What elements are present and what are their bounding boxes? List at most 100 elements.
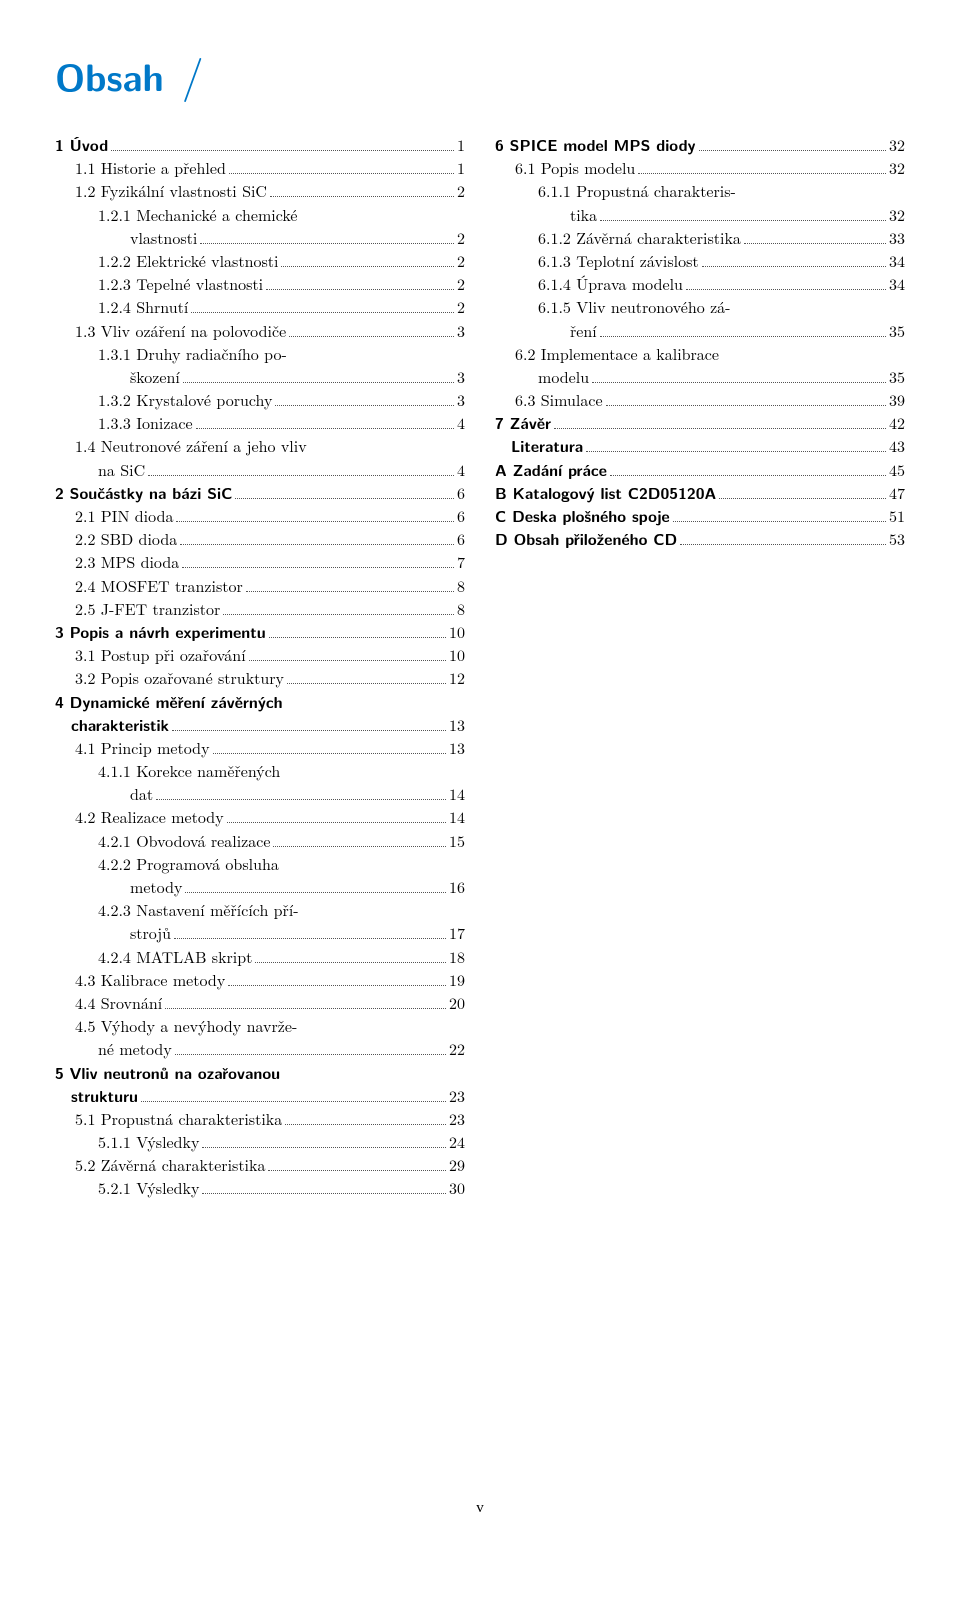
toc-leader-dots <box>281 255 454 267</box>
toc-page: 47 <box>889 481 905 504</box>
toc-entry: 6.2 Implementace a kalibrace <box>495 342 905 365</box>
toc-entry: A Zadání práce45 <box>495 458 905 481</box>
toc-text: 1.2.4 Shrnutí <box>98 295 188 318</box>
toc-entry: 6.3 Simulace39 <box>495 388 905 411</box>
toc-leader-dots <box>600 208 886 220</box>
toc-text: Literatura <box>511 434 583 457</box>
toc-page: 10 <box>449 643 465 666</box>
toc-text: 1.4 Neutronové záření a jeho vliv <box>75 434 307 457</box>
toc-text: 1.2.1 Mechanické a chemické <box>98 203 298 226</box>
toc-text: 2.5 J-FET tranzistor <box>75 597 220 620</box>
toc-text: 5.2.1 Výsledky <box>98 1176 199 1199</box>
toc-page: 14 <box>449 782 465 805</box>
toc-text: 2.1 PIN dioda <box>75 504 173 527</box>
toc-page: 39 <box>889 388 905 411</box>
toc-leader-dots <box>246 579 454 591</box>
toc-leader-dots <box>228 974 446 986</box>
toc-text: 4.2.1 Obvodová realizace <box>98 829 270 852</box>
toc-page: 3 <box>457 365 465 388</box>
toc-leader-dots <box>156 788 446 800</box>
toc-text: 5.1 Propustná charakteristika <box>75 1107 282 1130</box>
toc-entry: 4.5 Výhody a nevýhody navrže- <box>55 1014 465 1037</box>
toc-text: 5.1.1 Výsledky <box>98 1130 199 1153</box>
toc-text: 1 Úvod <box>55 133 108 156</box>
toc-page: 4 <box>457 411 465 434</box>
toc-entry: 4.1.1 Korekce naměřených <box>55 759 465 782</box>
toc-leader-dots <box>699 139 886 151</box>
toc-text: 4.1.1 Korekce naměřených <box>98 759 280 782</box>
toc-page: 8 <box>457 574 465 597</box>
toc-text: né metody <box>98 1037 172 1060</box>
toc-text: 1.3.2 Krystalové poruchy <box>98 388 272 411</box>
toc-leader-dots <box>268 1159 446 1171</box>
toc-text: 3.1 Postup při ozařování <box>75 643 246 666</box>
toc-page: 3 <box>457 319 465 342</box>
toc-leader-dots <box>273 834 446 846</box>
toc-column-right: 6 SPICE model MPS diody326.1 Popis model… <box>495 133 905 1200</box>
toc-text: škození <box>130 365 180 388</box>
toc-text: 1.2 Fyzikální vlastnosti SiC <box>75 179 267 202</box>
toc-columns: 1 Úvod11.1 Historie a přehled11.2 Fyziká… <box>55 133 905 1200</box>
toc-text: 2.3 MPS dioda <box>75 550 179 573</box>
toc-column-left: 1 Úvod11.1 Historie a přehled11.2 Fyziká… <box>55 133 465 1200</box>
toc-page: 2 <box>457 272 465 295</box>
toc-entry: 4 Dynamické měření závěrných <box>55 690 465 713</box>
toc-page: 4 <box>457 458 465 481</box>
toc-entry: vlastnosti2 <box>55 226 465 249</box>
toc-text: 4 Dynamické měření závěrných <box>55 690 283 713</box>
toc-text: 2.2 SBD dioda <box>75 527 177 550</box>
toc-leader-dots <box>111 139 454 151</box>
toc-page: 23 <box>449 1107 465 1130</box>
toc-leader-dots <box>270 185 454 197</box>
toc-text: charakteristik <box>71 713 169 736</box>
toc-entry: dat14 <box>55 782 465 805</box>
toc-leader-dots <box>223 603 454 615</box>
toc-page: 35 <box>889 365 905 388</box>
toc-text: 4.3 Kalibrace metody <box>75 968 225 991</box>
toc-text: 2 Součástky na bázi SiC <box>55 481 232 504</box>
toc-text: 1.3 Vliv ozáření na polovodiče <box>75 319 286 342</box>
title-slash: / <box>182 40 204 105</box>
toc-page: 51 <box>889 504 905 527</box>
toc-entry: 4.2.1 Obvodová realizace15 <box>55 829 465 852</box>
toc-entry: metody16 <box>55 875 465 898</box>
toc-entry: 1.3.2 Krystalové poruchy3 <box>55 388 465 411</box>
toc-text: 4.2.2 Programová obsluha <box>98 852 279 875</box>
toc-entry: né metody22 <box>55 1037 465 1060</box>
toc-text: 4.2.4 MATLAB skript <box>98 945 252 968</box>
toc-entry: Literatura43 <box>495 434 905 457</box>
toc-leader-dots <box>182 556 454 568</box>
toc-leader-dots <box>148 463 454 475</box>
toc-page: 2 <box>457 179 465 202</box>
toc-leader-dots <box>269 626 446 638</box>
toc-page: 1 <box>457 133 465 156</box>
toc-leader-dots <box>200 232 454 244</box>
toc-entry: 5.2.1 Výsledky30 <box>55 1176 465 1199</box>
toc-entry: 2.1 PIN dioda6 <box>55 504 465 527</box>
toc-leader-dots <box>227 811 446 823</box>
toc-page: 32 <box>889 133 905 156</box>
toc-page: 33 <box>889 226 905 249</box>
toc-text: 6.2 Implementace a kalibrace <box>515 342 719 365</box>
toc-entry: 2.4 MOSFET tranzistor8 <box>55 574 465 597</box>
toc-leader-dots <box>744 232 886 244</box>
toc-text: 1.2.2 Elektrické vlastnosti <box>98 249 278 272</box>
toc-leader-dots <box>185 881 446 893</box>
toc-leader-dots <box>175 1043 446 1055</box>
toc-entry: 7 Závěr42 <box>495 411 905 434</box>
toc-entry: 5.2 Závěrná charakteristika29 <box>55 1153 465 1176</box>
toc-leader-dots <box>610 463 886 475</box>
toc-entry: 4.2.2 Programová obsluha <box>55 852 465 875</box>
toc-entry: škození 3 <box>55 365 465 388</box>
toc-leader-dots <box>255 950 446 962</box>
toc-text: B Katalogový list C2D05120A <box>495 481 716 504</box>
toc-entry: 4.2 Realizace metody14 <box>55 805 465 828</box>
toc-text: modelu <box>538 365 589 388</box>
toc-entry: 1.3.3 Ionizace4 <box>55 411 465 434</box>
title-row: Obsah / <box>55 40 905 105</box>
toc-text: 4.1 Princip metody <box>75 736 210 759</box>
toc-leader-dots <box>174 927 446 939</box>
toc-text: 5 Vliv neutronů na ozařovanou <box>55 1061 280 1084</box>
toc-leader-dots <box>275 394 454 406</box>
toc-page: 34 <box>889 249 905 272</box>
